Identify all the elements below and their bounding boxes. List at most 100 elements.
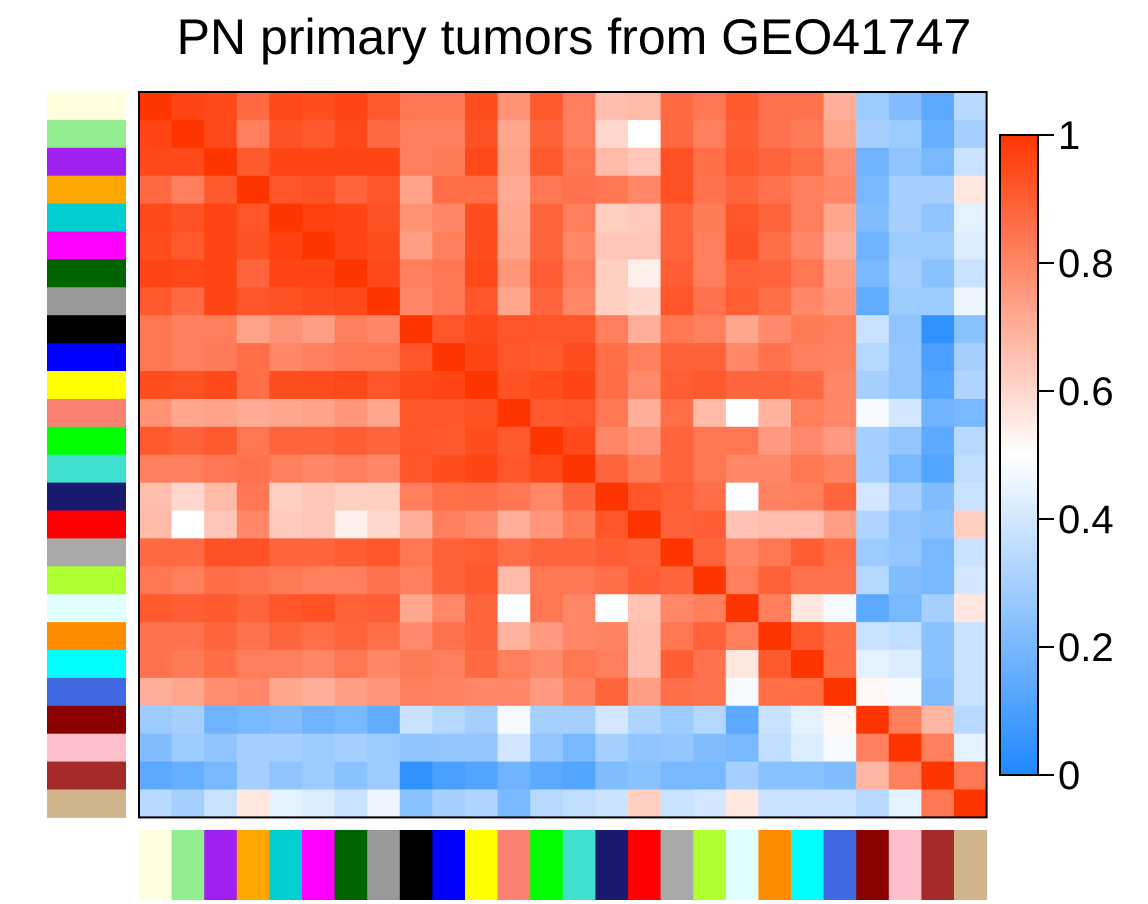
heatmap-cell-r1-c11 bbox=[497, 119, 531, 149]
heatmap-cell-r8-c17 bbox=[693, 315, 727, 344]
heatmap-cell-r7-c18 bbox=[725, 287, 759, 316]
heatmap-cell-r12-c0 bbox=[139, 426, 173, 456]
heatmap-cell-r22-c7 bbox=[367, 705, 401, 735]
heatmap-cell-r20-c20 bbox=[791, 650, 825, 679]
heatmap-cell-r22-c10 bbox=[465, 705, 499, 735]
heatmap-cell-r12-c17 bbox=[693, 426, 727, 456]
heatmap-cell-r20-c10 bbox=[465, 650, 499, 679]
heatmap-cell-r8-c7 bbox=[367, 315, 401, 344]
heatmap-cell-r15-c8 bbox=[399, 510, 433, 539]
heatmap-cell-r22-c11 bbox=[497, 705, 531, 735]
column-annotation-swatch-8 bbox=[399, 830, 433, 900]
heatmap-cell-r1-c1 bbox=[171, 119, 205, 149]
heatmap-cell-r17-c5 bbox=[302, 566, 336, 595]
heatmap-cell-r16-c15 bbox=[628, 538, 662, 567]
heatmap-cell-r11-c14 bbox=[595, 398, 629, 428]
heatmap-cell-r18-c23 bbox=[888, 594, 922, 623]
column-annotation-swatch-6 bbox=[334, 830, 368, 900]
heatmap-cell-r24-c6 bbox=[334, 761, 368, 791]
heatmap-cell-r0-c16 bbox=[660, 92, 694, 121]
heatmap-cell-r24-c23 bbox=[888, 761, 922, 791]
heatmap-cell-r8-c14 bbox=[595, 315, 629, 344]
heatmap-cell-r17-c4 bbox=[269, 566, 303, 595]
heatmap-cell-r2-c18 bbox=[725, 147, 759, 177]
row-annotation-swatch-20 bbox=[47, 650, 126, 679]
heatmap-cell-r9-c13 bbox=[562, 343, 596, 372]
column-annotation-swatch-9 bbox=[432, 830, 466, 900]
heatmap-cell-r18-c20 bbox=[791, 594, 825, 623]
column-annotation-swatch-14 bbox=[595, 830, 629, 900]
heatmap-cell-r13-c6 bbox=[334, 454, 368, 484]
heatmap-cell-r3-c17 bbox=[693, 175, 727, 205]
heatmap-cell-r12-c21 bbox=[823, 426, 857, 456]
heatmap-cell-r5-c10 bbox=[465, 231, 499, 260]
heatmap-cell-r20-c3 bbox=[236, 650, 270, 679]
heatmap-cell-r12-c25 bbox=[954, 426, 988, 456]
heatmap-cell-r7-c22 bbox=[856, 287, 890, 316]
heatmap-cell-r5-c23 bbox=[888, 231, 922, 260]
heatmap-cell-r16-c21 bbox=[823, 538, 857, 567]
colorbar-ticks: 0 0.2 0.4 0.6 0.8 1 bbox=[1038, 114, 1114, 798]
heatmap-cell-r8-c15 bbox=[628, 315, 662, 344]
heatmap-cell-r17-c12 bbox=[530, 566, 564, 595]
heatmap-cell-r10-c8 bbox=[399, 371, 433, 400]
heatmap-cell-r8-c4 bbox=[269, 315, 303, 344]
heatmap-cell-r11-c5 bbox=[302, 398, 336, 428]
heatmap-cell-r2-c12 bbox=[530, 147, 564, 177]
column-annotation-swatch-1 bbox=[171, 830, 205, 900]
heatmap-cell-r11-c2 bbox=[204, 398, 238, 428]
heatmap-cell-r15-c3 bbox=[236, 510, 270, 539]
heatmap-cell-r24-c12 bbox=[530, 761, 564, 791]
row-annotation-swatch-9 bbox=[47, 343, 126, 372]
heatmap-cell-r5-c25 bbox=[954, 231, 988, 260]
heatmap-cell-r5-c11 bbox=[497, 231, 531, 260]
heatmap-cell-r9-c2 bbox=[204, 343, 238, 372]
heatmap-cell-r0-c3 bbox=[236, 92, 270, 121]
heatmap-cell-r15-c12 bbox=[530, 510, 564, 539]
heatmap-cell-r11-c11 bbox=[497, 398, 531, 428]
heatmap-cell-r14-c11 bbox=[497, 482, 531, 512]
heatmap-cell-r7-c13 bbox=[562, 287, 596, 316]
heatmap-cell-r16-c8 bbox=[399, 538, 433, 567]
heatmap-cell-r11-c16 bbox=[660, 398, 694, 428]
heatmap-cell-r20-c22 bbox=[856, 650, 890, 679]
heatmap-cell-r23-c24 bbox=[921, 733, 955, 763]
heatmap-cell-r17-c23 bbox=[888, 566, 922, 595]
heatmap-cell-r3-c3 bbox=[236, 175, 270, 205]
heatmap-cell-r0-c12 bbox=[530, 92, 564, 121]
heatmap-cell-r6-c18 bbox=[725, 259, 759, 288]
row-annotation-swatch-7 bbox=[47, 287, 126, 316]
heatmap-cell-r20-c17 bbox=[693, 650, 727, 679]
heatmap-cell-r12-c24 bbox=[921, 426, 955, 456]
heatmap-cell-r19-c23 bbox=[888, 622, 922, 651]
heatmap-cell-r18-c17 bbox=[693, 594, 727, 623]
column-annotation-swatch-25 bbox=[954, 830, 988, 900]
heatmap-cell-r3-c1 bbox=[171, 175, 205, 205]
heatmap-cell-r19-c5 bbox=[302, 622, 336, 651]
heatmap-cell-r6-c11 bbox=[497, 259, 531, 288]
heatmap-cell-r24-c4 bbox=[269, 761, 303, 791]
heatmap-cell-r14-c6 bbox=[334, 482, 368, 512]
heatmap-cell-r14-c0 bbox=[139, 482, 173, 512]
heatmap-cell-r20-c13 bbox=[562, 650, 596, 679]
heatmap-cell-r22-c22 bbox=[856, 705, 890, 735]
heatmap-cell-r8-c2 bbox=[204, 315, 238, 344]
heatmap-cell-r7-c6 bbox=[334, 287, 368, 316]
heatmap-cell-r2-c17 bbox=[693, 147, 727, 177]
heatmap-cell-r0-c11 bbox=[497, 92, 531, 121]
heatmap-cell-r15-c11 bbox=[497, 510, 531, 539]
heatmap-cell-r18-c6 bbox=[334, 594, 368, 623]
heatmap-cell-r14-c13 bbox=[562, 482, 596, 512]
heatmap-cell-r10-c21 bbox=[823, 371, 857, 400]
heatmap-cell-r8-c20 bbox=[791, 315, 825, 344]
heatmap-cell-r3-c25 bbox=[954, 175, 988, 205]
heatmap-cell-r8-c25 bbox=[954, 315, 988, 344]
heatmap-cell-r13-c25 bbox=[954, 454, 988, 484]
heatmap-cell-r25-c25 bbox=[954, 789, 988, 818]
heatmap-cell-r17-c16 bbox=[660, 566, 694, 595]
heatmap-cell-r18-c1 bbox=[171, 594, 205, 623]
heatmap-cell-r22-c8 bbox=[399, 705, 433, 735]
heatmap-cell-r17-c17 bbox=[693, 566, 727, 595]
column-annotation-swatch-19 bbox=[758, 830, 792, 900]
heatmap-cell-r4-c4 bbox=[269, 203, 303, 233]
